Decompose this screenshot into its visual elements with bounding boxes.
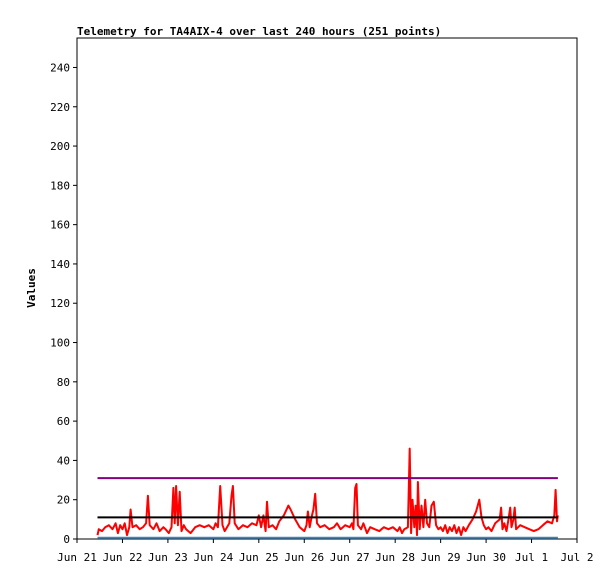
y-tick-label: 240 (50, 61, 70, 74)
x-tick-label: Jun 30 (466, 551, 506, 564)
series-layer (96, 447, 559, 539)
x-tick-label: Jun 22 (103, 551, 143, 564)
x-tick-label: Jun 23 (148, 551, 188, 564)
y-tick-label: 20 (57, 494, 70, 507)
y-tick-label: 40 (57, 454, 70, 467)
y-tick-label: 140 (50, 258, 70, 271)
y-tick-label: 160 (50, 219, 70, 232)
x-axis: Jun 21 Jun 22 Jun 23 Jun 24 Jun 25 Jun 26 Jun … (57, 539, 594, 564)
y-tick-label: 60 (57, 415, 70, 428)
y-tick-label: 180 (50, 179, 70, 192)
x-tick-label: Jun 24 (193, 551, 233, 564)
y-tick-label: 200 (50, 140, 70, 153)
y-tick-label: 0 (63, 533, 70, 546)
x-tick-label: Jun 27 (330, 551, 370, 564)
y-tick-label: 120 (50, 297, 70, 310)
y-tick-label: 100 (50, 337, 70, 350)
x-tick-label: Jun 21 (57, 551, 97, 564)
y-axis-label: Values (25, 268, 38, 308)
y-tick-label: 80 (57, 376, 70, 389)
chart-title: Telemetry for TA4AIX-4 over last 240 hou… (77, 25, 441, 38)
series-line-0 (96, 447, 559, 537)
x-tick-label: Jul 1 (515, 551, 548, 564)
plot-frame (76, 37, 578, 540)
x-tick-label: Jun 29 (421, 551, 461, 564)
x-tick-label: Jun 28 (375, 551, 415, 564)
y-axis: 0 20 40 60 80 100 120 140 160 180 200 220 240 (50, 61, 77, 546)
x-tick-label: Jun 26 (284, 551, 324, 564)
x-tick-label: Jun 25 (239, 551, 279, 564)
x-tick-label: Jul 2 (560, 551, 593, 564)
y-tick-label: 220 (50, 101, 70, 114)
